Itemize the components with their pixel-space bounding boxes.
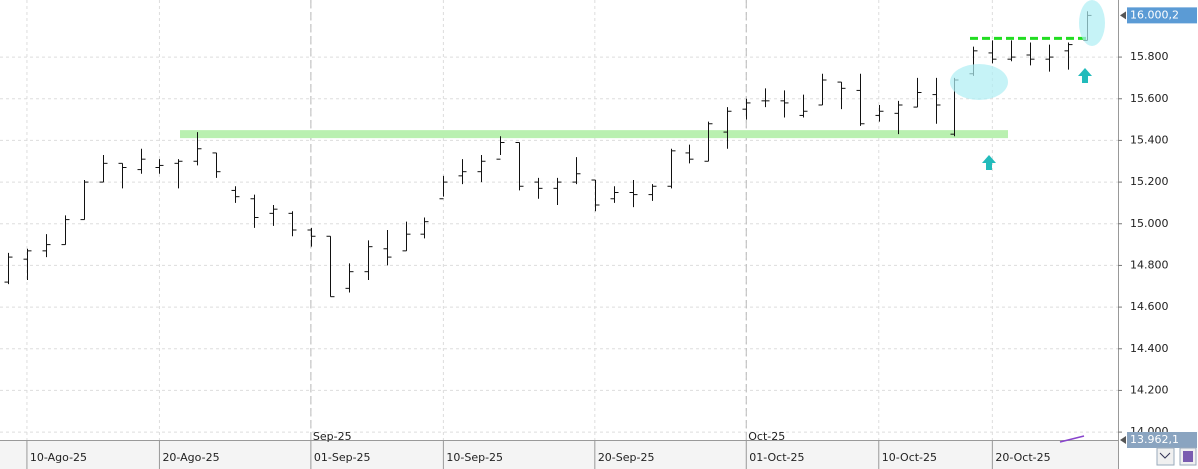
y-tick-label: 15.600	[1130, 92, 1169, 105]
x-tick-label: 20-Oct-25	[995, 451, 1050, 464]
expand-button[interactable]	[1156, 447, 1175, 466]
price-marker-arrow	[1120, 436, 1126, 444]
x-tick-label: 01-Oct-25	[749, 451, 804, 464]
levels	[180, 36, 1088, 139]
annotations	[950, 0, 1105, 443]
x-axis-strip	[0, 440, 1118, 469]
arrow-up	[982, 155, 996, 170]
price-marker-arrow	[1120, 11, 1126, 20]
y-tick-label: 15.800	[1130, 50, 1169, 63]
x-tick-label: 10-Ago-25	[30, 451, 87, 464]
month-label: Sep-25	[313, 430, 352, 443]
expand-icon	[1159, 452, 1171, 459]
month-label: Oct-25	[748, 430, 785, 443]
x-tick-label: 10-Oct-25	[882, 451, 937, 464]
y-tick-label: 15.400	[1130, 133, 1169, 146]
indicator-line	[1059, 435, 1085, 443]
highlight-ellipse	[950, 64, 1008, 100]
arrow-up	[1078, 68, 1092, 83]
toolbar	[1156, 447, 1197, 466]
price-marker-label: 16.000,2	[1130, 8, 1179, 21]
axes: 14.00014.20014.40014.60014.80015.00015.2…	[26, 7, 1197, 469]
highlight-ellipse	[1079, 0, 1105, 46]
price-marker-label: 13.962,1	[1130, 433, 1179, 446]
y-tick-label: 14.200	[1130, 383, 1169, 396]
y-tick-label: 15.000	[1130, 217, 1169, 230]
x-tick-label: 10-Sep-25	[446, 451, 503, 464]
x-tick-label: 20-Sep-25	[598, 451, 655, 464]
y-tick-label: 14.800	[1130, 258, 1169, 271]
x-tick-label: 20-Ago-25	[162, 451, 219, 464]
price-marker-box	[1127, 432, 1197, 448]
x-tick-label: 01-Sep-25	[314, 451, 371, 464]
y-tick-label: 14.400	[1130, 342, 1169, 355]
y-tick-label: 15.200	[1130, 175, 1169, 188]
save-icon	[1183, 451, 1193, 462]
price-marker-box	[1127, 7, 1197, 24]
y-tick-label: 14.600	[1130, 300, 1169, 313]
